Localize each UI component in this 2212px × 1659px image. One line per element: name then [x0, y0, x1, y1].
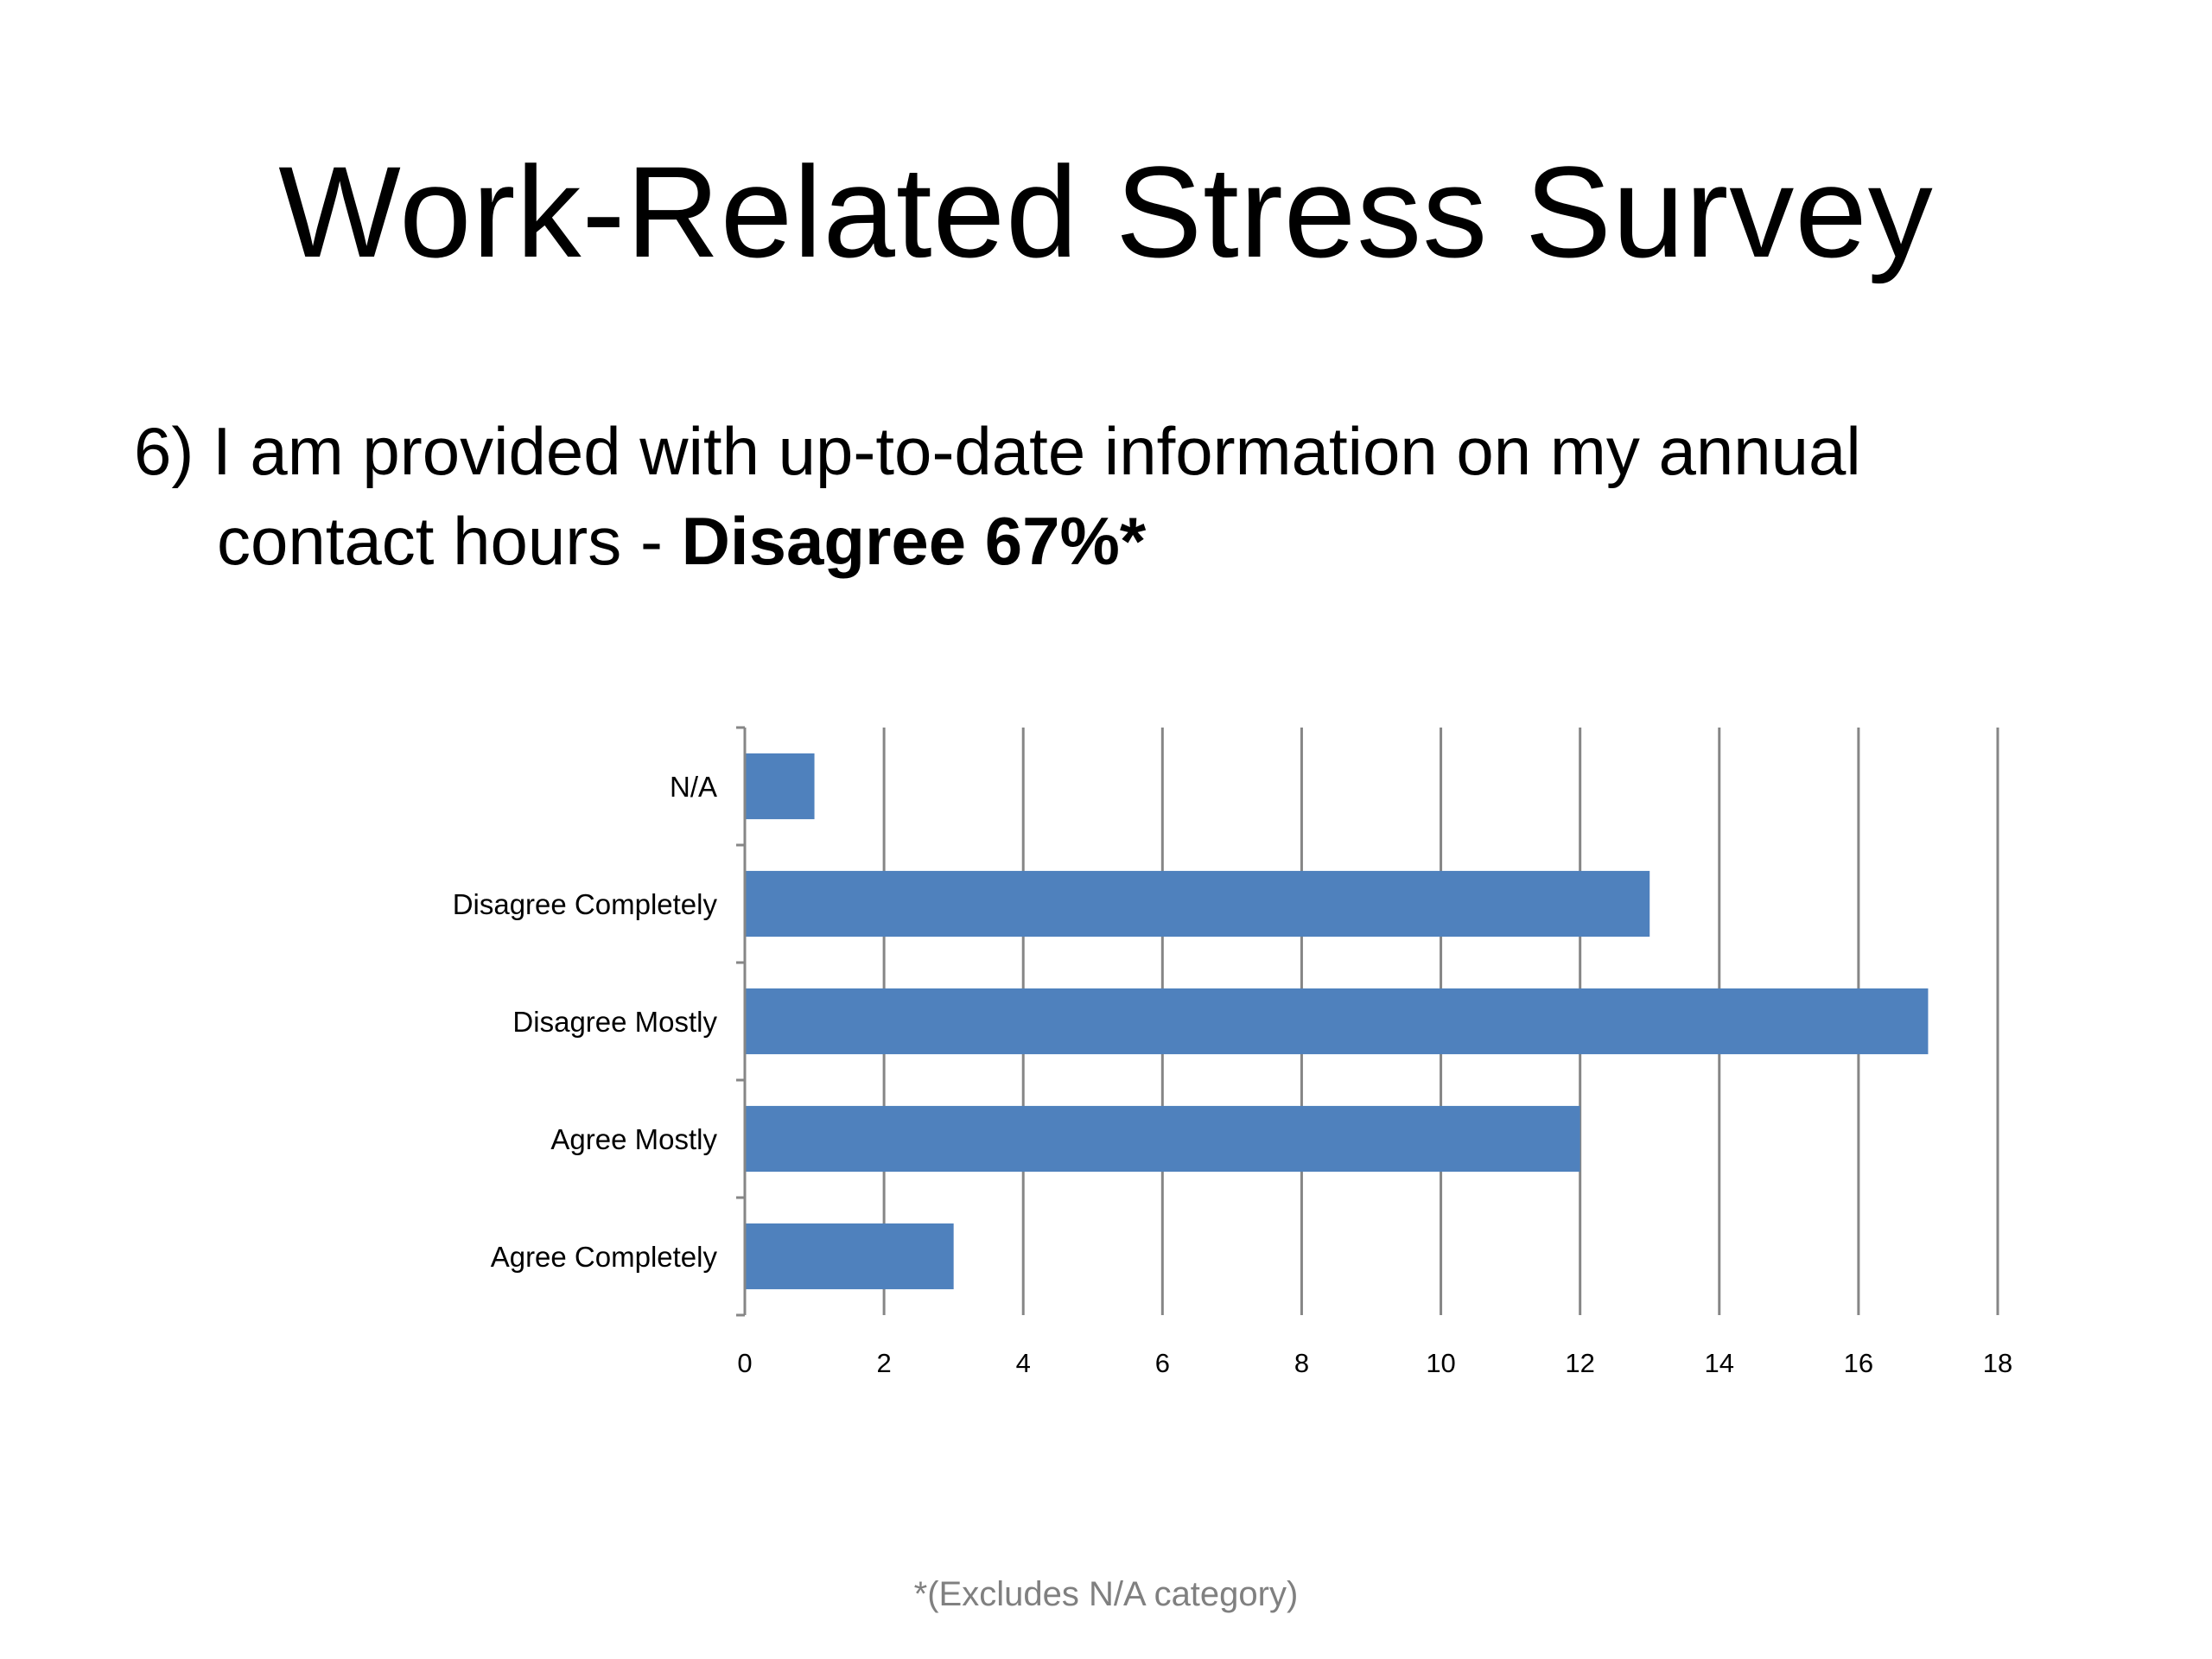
x-tick-label-16: 16: [1844, 1348, 1873, 1378]
category-label-n-a: N/A: [670, 771, 717, 803]
bar-chart: N/A Disagree Completely Disagree Mostly Agr…: [0, 691, 2212, 1382]
category-label-disagree-mostly: Disagree Mostly: [512, 1006, 717, 1038]
question-line-2: contact hours -: [217, 503, 682, 579]
x-tick-label-6: 6: [1155, 1348, 1170, 1378]
question-line-2-wrap: contact hours - Disagree 67%*: [134, 496, 2121, 586]
bar-chart-svg: N/A Disagree Completely Disagree Mostly Agr…: [453, 726, 2012, 1378]
category-label-disagree-completely: Disagree Completely: [453, 888, 718, 920]
question-text: 6) I am provided with up-to-date informa…: [134, 406, 2121, 586]
bar-agree-mostly: [745, 1105, 1580, 1173]
x-tick-label-12: 12: [1565, 1348, 1594, 1378]
category-label-agree-completely: Agree Completely: [491, 1241, 718, 1273]
bar-disagree-mostly: [745, 988, 1929, 1055]
category-label-agree-mostly: Agree Mostly: [550, 1123, 717, 1155]
footnote: *(Excludes N/A category): [913, 1575, 1299, 1613]
bar-disagree-completely: [745, 870, 1650, 938]
x-tick-label-0: 0: [737, 1348, 752, 1378]
question-number: 6): [134, 413, 194, 489]
x-tick-label-18: 18: [1983, 1348, 2012, 1378]
question-line-1: I am provided with up-to-date informatio…: [213, 413, 1861, 489]
bar-n-a: [745, 753, 815, 820]
x-tick-label-4: 4: [1016, 1348, 1031, 1378]
slide-title: Work-Related Stress Survey: [278, 139, 1934, 284]
x-tick-label-8: 8: [1294, 1348, 1309, 1378]
bar-agree-completely: [745, 1223, 954, 1290]
question-emphasis: Disagree 67%*: [681, 503, 1147, 579]
x-tick-label-2: 2: [876, 1348, 891, 1378]
x-tick-label-14: 14: [1705, 1348, 1734, 1378]
x-tick-label-10: 10: [1426, 1348, 1455, 1378]
